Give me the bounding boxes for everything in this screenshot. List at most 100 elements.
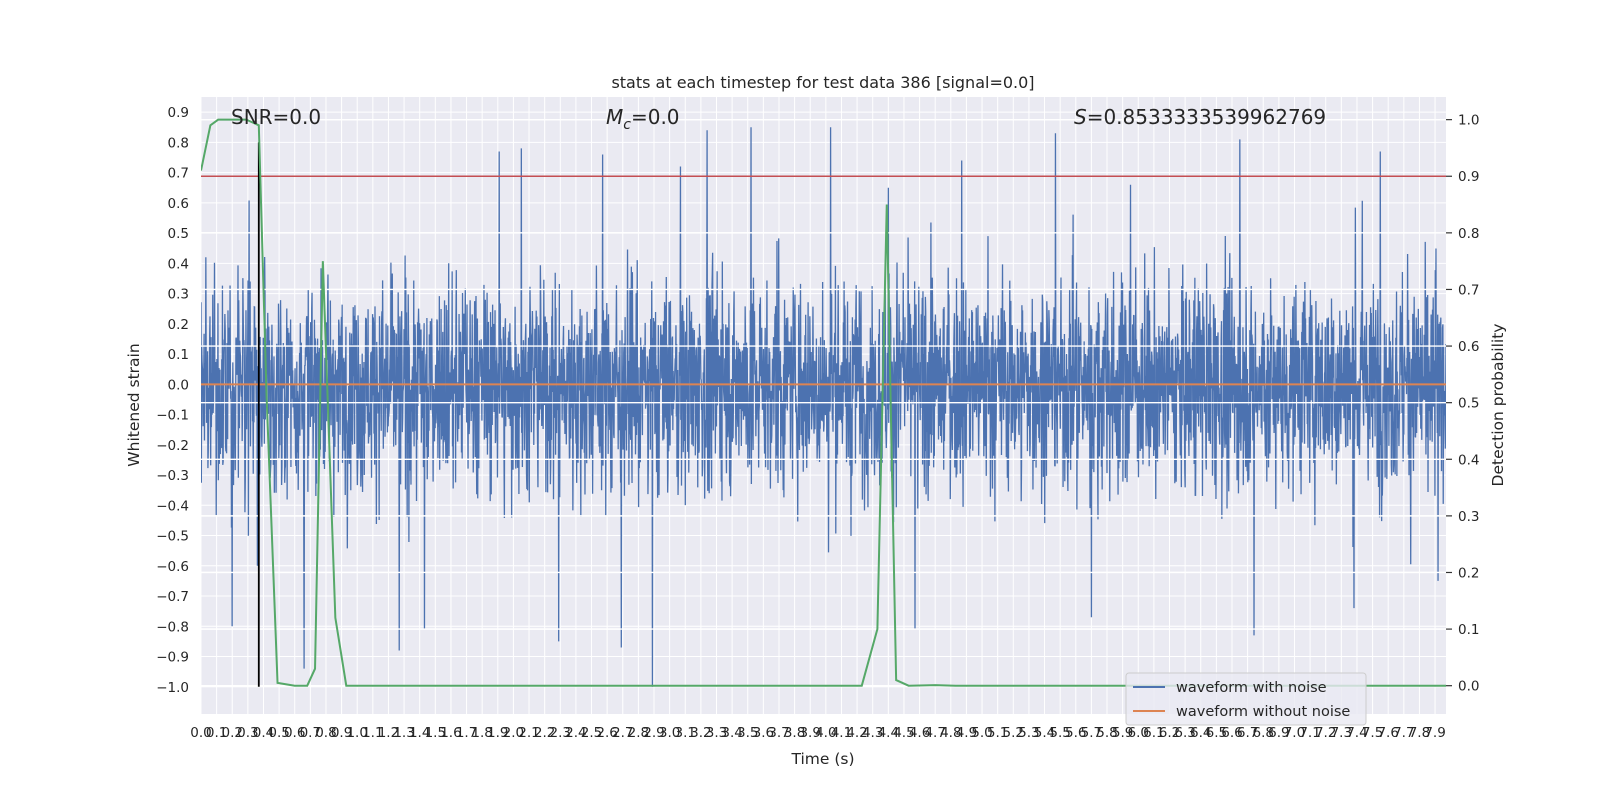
x-tick-label: 1.9: [487, 725, 508, 741]
series-layer: [201, 118, 1446, 687]
x-tick-label: 0.7: [300, 725, 321, 741]
x-tick-label: 1.1: [362, 725, 383, 741]
y-tick-label-left: −0.7: [156, 589, 189, 605]
y-tick-label-left: 0.9: [168, 105, 189, 121]
y-tick-label-left: −0.6: [156, 559, 189, 575]
x-tick-label: 0.4: [253, 725, 274, 741]
x-tick-label: 7.7: [1393, 725, 1414, 741]
x-tick-label: 7.5: [1362, 725, 1383, 741]
legend-label-clean: waveform without noise: [1176, 704, 1350, 720]
x-tick-label: 5.8: [1096, 725, 1117, 741]
x-tick-label: 6.4: [1190, 725, 1211, 741]
x-tick-label: 2.0: [503, 725, 524, 741]
y-tick-label-right: 0.4: [1458, 452, 1479, 468]
x-tick-label: 3.9: [799, 725, 820, 741]
x-tick-label: 0.6: [284, 725, 305, 741]
x-tick-label: 7.9: [1424, 725, 1445, 741]
x-tick-label: 1.4: [409, 725, 430, 741]
x-tick-label: 5.1: [987, 725, 1008, 741]
y-tick-label-left: 0.4: [168, 256, 189, 272]
y-tick-label-left: −0.2: [156, 438, 189, 454]
y-tick-label-left: 0.5: [168, 226, 189, 242]
y-tick-label-left: −0.8: [156, 619, 189, 635]
y-tick-label-right: 0.7: [1458, 282, 1479, 298]
y-tick-label-right: 0.9: [1458, 169, 1479, 185]
y-tick-label-right: 0.2: [1458, 565, 1479, 581]
x-tick-label: 6.8: [1252, 725, 1273, 741]
legend-box: [1125, 672, 1367, 726]
x-tick-label: 7.8: [1409, 725, 1430, 741]
x-tick-label: 7.4: [1346, 725, 1367, 741]
x-tick-label: 7.2: [1315, 725, 1336, 741]
y-tick-label-left: 0.6: [168, 196, 189, 212]
y-tick-label-left: −0.1: [156, 408, 189, 424]
x-tick-label: 2.8: [628, 725, 649, 741]
y-tick-label-right: 0.5: [1458, 396, 1479, 412]
x-tick-label: 4.9: [956, 725, 977, 741]
y-tick-label-left: −0.5: [156, 529, 189, 545]
x-tick-label: 7.0: [1284, 725, 1305, 741]
x-tick-label: 1.6: [440, 725, 461, 741]
x-tick-label: 2.9: [643, 725, 664, 741]
x-tick-label: 6.0: [1128, 725, 1149, 741]
x-tick-label: 0.2: [221, 725, 242, 741]
x-tick-label: 4.1: [831, 725, 852, 741]
x-tick-label: 1.5: [425, 725, 446, 741]
x-tick-label: 1.2: [378, 725, 399, 741]
x-tick-label: 3.4: [721, 725, 742, 741]
x-tick-label: 2.5: [581, 725, 602, 741]
x-tick-label: 6.2: [1159, 725, 1180, 741]
y-tick-label-left: −1.0: [156, 680, 189, 696]
x-tick-label: 4.4: [878, 725, 899, 741]
x-tick-label: 2.3: [550, 725, 571, 741]
y-axis-label-left: Whitened strain: [125, 343, 143, 466]
y-tick-label-right: 0.0: [1458, 679, 1479, 695]
snr-annotation: SNR=0.0: [231, 105, 321, 129]
y-tick-label-left: 0.3: [168, 287, 189, 303]
x-tick-label: 3.2: [690, 725, 711, 741]
x-tick-label: 2.7: [612, 725, 633, 741]
x-tick-label: 5.9: [1112, 725, 1133, 741]
x-tick-label: 3.8: [784, 725, 805, 741]
y-tick-label-right: 0.3: [1458, 509, 1479, 525]
x-tick-label: 6.7: [1237, 725, 1258, 741]
x-tick-label: 2.4: [565, 725, 586, 741]
y-tick-label-left: 0.1: [168, 347, 189, 363]
x-tick-label: 0.9: [331, 725, 352, 741]
x-tick-label: 3.0: [659, 725, 680, 741]
y-tick-labels-right: 1.0 0.9 0.8 0.7 0.6 0.5 0.4 0.3 0.2 0.1 0.0: [1446, 113, 1479, 695]
score-annotation: S=0.8533333539962769: [1074, 105, 1326, 129]
y-tick-label-left: 0.8: [168, 135, 189, 151]
y-tick-label-left: 0.2: [168, 317, 189, 333]
x-tick-label: 2.6: [596, 725, 617, 741]
y-tick-label-left: −0.3: [156, 468, 189, 484]
x-tick-label: 2.1: [518, 725, 539, 741]
x-tick-label: 5.6: [1065, 725, 1086, 741]
x-tick-label: 7.1: [1299, 725, 1320, 741]
x-tick-label: 3.1: [675, 725, 696, 741]
x-tick-label: 5.5: [1049, 725, 1070, 741]
detection-probability-line: [201, 118, 1446, 687]
x-tick-label: 7.3: [1331, 725, 1352, 741]
legend-label-noisy: waveform with noise: [1176, 680, 1327, 696]
chirp-mass-annotation: Mc=0.0: [606, 105, 680, 133]
x-tick-label: 4.2: [846, 725, 867, 741]
y-tick-label-right: 1.0: [1458, 113, 1479, 129]
x-tick-label: 6.5: [1206, 725, 1227, 741]
x-tick-label: 1.3: [393, 725, 414, 741]
y-tick-label-left: 0.7: [168, 166, 189, 182]
x-axis-label: Time (s): [790, 750, 854, 768]
x-tick-label: 5.4: [1034, 725, 1055, 741]
x-tick-label: 4.8: [940, 725, 961, 741]
x-tick-label: 0.8: [315, 725, 336, 741]
x-tick-label: 0.0: [190, 725, 211, 741]
x-tick-label: 4.5: [893, 725, 914, 741]
x-tick-label: 3.3: [706, 725, 727, 741]
x-tick-label: 6.1: [1143, 725, 1164, 741]
legend: waveform with noise waveform without noi…: [1125, 672, 1367, 726]
x-tick-label: 1.8: [471, 725, 492, 741]
x-tick-label: 0.5: [268, 725, 289, 741]
x-tick-label: 5.2: [1003, 725, 1024, 741]
x-tick-label: 5.0: [971, 725, 992, 741]
